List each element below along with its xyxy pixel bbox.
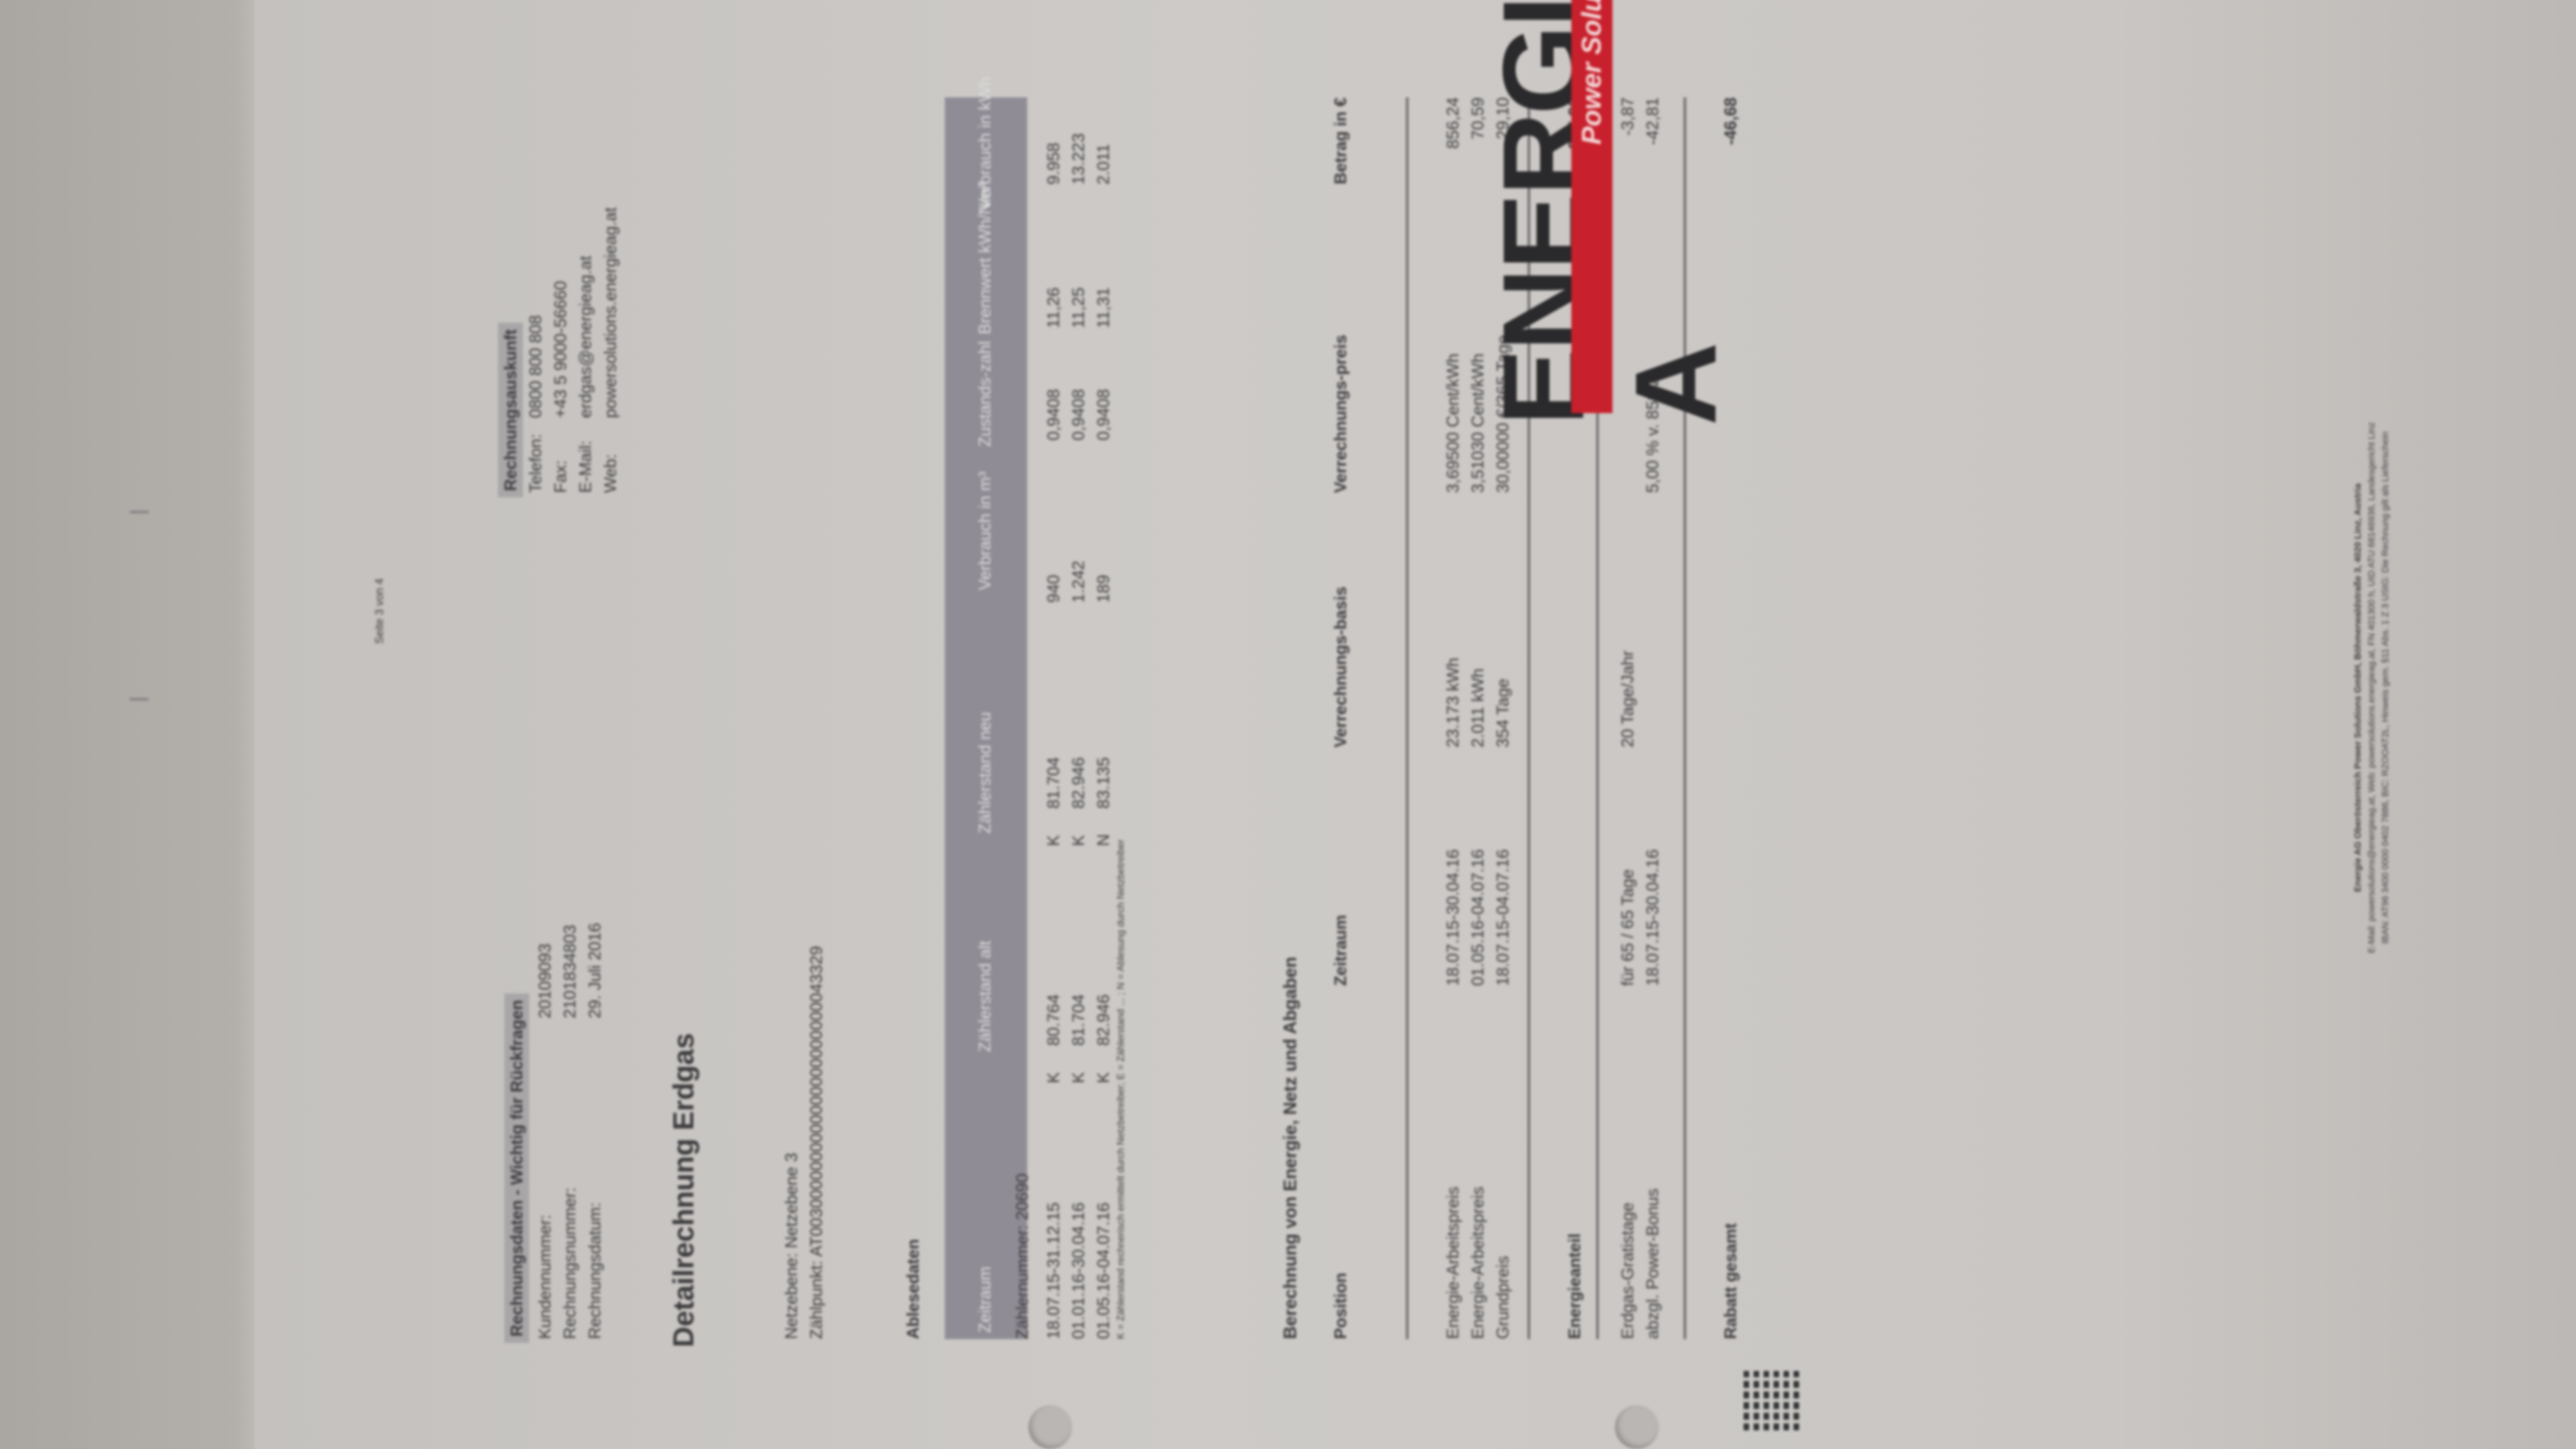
table-cell: 1.242: [1069, 560, 1088, 603]
ablesedaten-header-row: Zeitraum Zählerstand alt Zählerstand neu…: [975, 76, 994, 1333]
rechnungsdaten-title: Rechnungsdaten - Wichtig für Rückfragen: [504, 993, 529, 1343]
table-cell: 80.764: [1044, 994, 1063, 1046]
paper-sheet: [255, 0, 2576, 1449]
punch-hole: [1028, 1405, 1072, 1449]
table-cell: abzgl. Power-Bonus: [1643, 1188, 1662, 1339]
table-cell: 13.223: [1069, 133, 1088, 185]
fold-mark: [130, 511, 149, 513]
table-cell: K: [1069, 834, 1088, 846]
auskunft-row: Web: powersolutions.energieag.at: [601, 207, 620, 493]
footer: Energie AG Oberösterreich Power Solution…: [2351, 251, 2393, 1125]
footer-line: E-Mail: powersolutions@energieag.at, Web…: [2366, 422, 2377, 954]
table-cell: für 65 / 65 Tage: [1618, 869, 1637, 986]
table-cell: 11,25: [1069, 287, 1088, 328]
divider: [1406, 97, 1408, 1339]
fold-mark: [130, 698, 149, 700]
table-cell: Grundpreis: [1493, 1256, 1512, 1339]
page-title: Detailrechnung Erdgas: [667, 1033, 700, 1347]
table-row: 01.05.16-04.07.16 K 82.946 N 83.135 189 0,9408…: [1091, 97, 1116, 1339]
rechnungsdaten-row: Rechnungsnummer: 2101834803: [560, 924, 579, 1339]
table-cell: Energie-Arbeitspreis: [1443, 1186, 1462, 1339]
ablesedaten-footnote: K = Zählerstand rechnerisch ermittelt du…: [1116, 839, 1126, 1339]
auskunft-row: Fax: +43 5 9000-56660: [551, 281, 570, 493]
auskunft-title: Rechnungsauskunft: [498, 323, 523, 497]
logo-tagline-bar: Power Soluti: [1571, 0, 1612, 413]
table-cell: 0,9408: [1094, 389, 1113, 441]
auskunft-row: E-Mail: erdgas@energieag.at: [576, 255, 595, 493]
table-row: 18.07.15-31.12.15 K 80.764 K 81.704 940 0,9408…: [1041, 97, 1066, 1339]
ablesedaten-heading: Ablesedaten: [904, 1239, 922, 1339]
table-cell: 18.07.15-31.12.15: [1044, 1202, 1063, 1339]
zaehlpunkt: Zählpunkt: AT003000000000000000000000004…: [807, 945, 826, 1339]
invoice-page: Seite 3 von 4 Rechnungsdaten - Wichtig f…: [130, 0, 2576, 1449]
netzebene: Netzebene: Netzebene 3: [782, 1153, 801, 1339]
rechnungsdaten-row: Rechnungsdatum: 29. Juli 2016: [585, 922, 604, 1339]
table-cell: 82.946: [1094, 994, 1113, 1046]
table-cell: 856,24: [1443, 97, 1462, 149]
table-cell: 940: [1044, 574, 1063, 603]
table-cell: 01.01.16-30.04.16: [1069, 1202, 1088, 1339]
table-cell: K: [1094, 1071, 1113, 1083]
table-row: 01.01.16-30.04.16 K 81.704 K 82.946 1.242 0,94…: [1066, 97, 1091, 1339]
table-cell: Energie-Arbeitspreis: [1468, 1186, 1487, 1339]
table-cell: 81.704: [1044, 757, 1063, 809]
table-cell: 11,26: [1044, 287, 1063, 328]
table-cell: 11,31: [1094, 287, 1113, 328]
page-indicator: Seite 3 von 4: [373, 578, 386, 644]
berechnung-header-row: Position Zeitraum Verrechnungs-basis Ver…: [1331, 97, 1350, 1339]
table-cell: 81.704: [1069, 994, 1088, 1046]
qr-code: [1740, 1371, 1799, 1430]
rechnungsdaten-row: Kundennummer: 20109093: [535, 943, 554, 1339]
table-cell: 83.135: [1094, 757, 1113, 809]
table-cell: 18.07.15-30.04.16: [1443, 849, 1462, 986]
table-row: Energie-Arbeitspreis 18.07.15-30.04.16 23.…: [1440, 97, 1465, 1339]
table-cell: 9.958: [1044, 142, 1063, 185]
table-cell: 01.05.16-04.07.16: [1468, 849, 1487, 986]
table-cell: 20 Tage/Jahr: [1618, 650, 1637, 748]
table-cell: 2.011: [1094, 144, 1113, 185]
table-cell: 354 Tage: [1493, 678, 1512, 748]
punch-hole: [1615, 1405, 1659, 1449]
table-cell: Erdgas-Gratistage: [1618, 1202, 1637, 1339]
table-cell: K: [1044, 834, 1063, 846]
table-cell: 189: [1094, 574, 1113, 603]
meter-number: Zählernummer: 20690: [1013, 1173, 1032, 1339]
table-cell: 0,9408: [1044, 389, 1063, 441]
table-cell: 23.173 kWh: [1443, 657, 1462, 748]
table-cell: 18.07.15-04.07.16: [1493, 849, 1512, 986]
table-cell: 3,69500 Cent/kWh: [1443, 353, 1462, 493]
auskunft-row: Telefon: 0800 800 808: [526, 315, 545, 493]
table-cell: 0,9408: [1069, 389, 1088, 441]
table-cell: K: [1069, 1071, 1088, 1083]
table-cell: N: [1094, 834, 1113, 847]
table-cell: 01.05.16-04.07.16: [1094, 1202, 1113, 1339]
footer-line: IBAN: AT96 3400 0000 0402 7886, BIC: RZO…: [2380, 431, 2391, 944]
table-cell: 2.011 kWh: [1468, 668, 1487, 748]
berechnung-heading: Berechnung von Energie, Netz und Abgaben: [1281, 957, 1300, 1339]
table-cell: K: [1044, 1071, 1063, 1083]
table-cell: 18.07.15-30.04.16: [1643, 849, 1662, 986]
table-cell: 82.946: [1069, 757, 1088, 809]
footer-line: Energie AG Oberösterreich Power Solution…: [2353, 483, 2363, 892]
